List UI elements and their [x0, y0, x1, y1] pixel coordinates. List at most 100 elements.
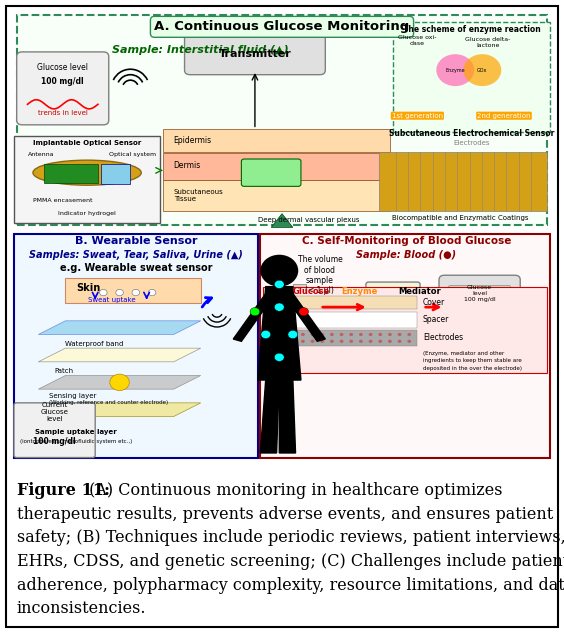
Text: Samples: Sweat, Tear, Saliva, Urine (▲): Samples: Sweat, Tear, Saliva, Urine (▲): [29, 250, 243, 260]
Circle shape: [275, 353, 284, 361]
Text: Implantable Optical Sensor: Implantable Optical Sensor: [33, 140, 141, 146]
FancyBboxPatch shape: [14, 403, 95, 458]
FancyBboxPatch shape: [163, 180, 390, 211]
FancyBboxPatch shape: [241, 159, 301, 186]
Circle shape: [388, 333, 392, 336]
Circle shape: [330, 340, 334, 343]
Text: Epidermis: Epidermis: [174, 136, 212, 146]
FancyBboxPatch shape: [184, 34, 325, 75]
Text: Glucose level: Glucose level: [37, 63, 88, 72]
Circle shape: [407, 340, 411, 343]
Polygon shape: [285, 294, 325, 341]
Text: Spacer: Spacer: [423, 315, 449, 324]
Text: B. Wearable Sensor: B. Wearable Sensor: [74, 236, 197, 246]
Circle shape: [388, 340, 392, 343]
Circle shape: [311, 333, 315, 336]
Text: Indicator hydrogel: Indicator hydrogel: [58, 211, 116, 216]
Text: Cover: Cover: [423, 298, 445, 307]
Circle shape: [340, 340, 343, 343]
Circle shape: [349, 333, 353, 336]
Text: (iontophoresis, microfluidic system etc.,): (iontophoresis, microfluidic system etc.…: [20, 439, 133, 444]
Text: Antenna: Antenna: [28, 152, 54, 157]
Circle shape: [369, 333, 372, 336]
Text: Enzyme: Enzyme: [446, 68, 465, 73]
Circle shape: [275, 280, 284, 289]
Text: PMMA encasement: PMMA encasement: [33, 197, 92, 203]
Polygon shape: [233, 294, 274, 341]
Text: Sample: Interstitial fluid (▲): Sample: Interstitial fluid (▲): [112, 45, 289, 54]
Circle shape: [272, 333, 276, 336]
Text: Mediator: Mediator: [398, 287, 441, 296]
Circle shape: [99, 289, 107, 296]
Circle shape: [116, 289, 124, 296]
FancyBboxPatch shape: [44, 164, 98, 183]
Text: (A) Continuous monitoring in healthcare optimizes: (A) Continuous monitoring in healthcare …: [85, 482, 503, 499]
FancyBboxPatch shape: [293, 284, 306, 334]
Text: 100 mg/dl: 100 mg/dl: [33, 437, 76, 446]
Polygon shape: [38, 403, 201, 417]
Text: e.g. Wearable sweat sensor: e.g. Wearable sweat sensor: [60, 263, 212, 273]
Text: GOx: GOx: [477, 68, 487, 73]
Text: Skin: Skin: [76, 283, 100, 293]
Text: Sweat uptake: Sweat uptake: [87, 298, 135, 303]
FancyBboxPatch shape: [393, 22, 550, 132]
FancyBboxPatch shape: [6, 6, 558, 627]
Circle shape: [275, 303, 284, 311]
Circle shape: [320, 340, 324, 343]
FancyBboxPatch shape: [17, 15, 547, 225]
Circle shape: [132, 289, 140, 296]
Circle shape: [110, 374, 129, 391]
FancyBboxPatch shape: [261, 234, 550, 458]
FancyBboxPatch shape: [14, 136, 160, 223]
Text: deposited in the over the electrode): deposited in the over the electrode): [423, 366, 522, 371]
Polygon shape: [38, 375, 201, 389]
Text: Optical system: Optical system: [109, 152, 156, 157]
Circle shape: [378, 340, 382, 343]
FancyBboxPatch shape: [17, 52, 109, 125]
Text: safety; (B) Techniques include periodic reviews, patient interviews,: safety; (B) Techniques include periodic …: [17, 529, 564, 546]
Circle shape: [311, 340, 315, 343]
FancyBboxPatch shape: [14, 234, 258, 458]
Circle shape: [369, 340, 372, 343]
Polygon shape: [271, 214, 293, 227]
Text: Glucose
level
100 mg/dl: Glucose level 100 mg/dl: [464, 285, 495, 302]
Text: Enzyme: Enzyme: [342, 287, 378, 296]
Text: (Working, reference and counter electrode): (Working, reference and counter electrod…: [49, 400, 168, 405]
Circle shape: [320, 333, 324, 336]
Circle shape: [261, 254, 298, 287]
Circle shape: [407, 333, 411, 336]
Text: Patch: Patch: [55, 368, 74, 374]
Text: Figure 11:: Figure 11:: [17, 482, 109, 499]
Text: Deep dermal vascular plexus: Deep dermal vascular plexus: [258, 216, 360, 223]
Circle shape: [250, 308, 260, 316]
Circle shape: [359, 340, 363, 343]
Circle shape: [301, 333, 305, 336]
Circle shape: [340, 333, 343, 336]
Text: inconsistencies.: inconsistencies.: [17, 600, 146, 617]
Polygon shape: [38, 348, 201, 362]
FancyBboxPatch shape: [263, 287, 547, 373]
Circle shape: [272, 340, 276, 343]
Text: 2nd generation: 2nd generation: [477, 113, 531, 119]
Polygon shape: [258, 287, 301, 380]
FancyBboxPatch shape: [449, 285, 510, 315]
Text: Glucose delta-
lactone: Glucose delta- lactone: [465, 37, 510, 48]
FancyBboxPatch shape: [266, 330, 417, 346]
Circle shape: [464, 54, 501, 86]
Text: The scheme of enzyme reaction: The scheme of enzyme reaction: [403, 25, 540, 34]
FancyBboxPatch shape: [366, 282, 420, 332]
Text: Electrodes: Electrodes: [453, 140, 490, 146]
Circle shape: [349, 340, 353, 343]
Text: A. Continuous Glucose Monitoring: A. Continuous Glucose Monitoring: [155, 20, 409, 34]
Text: Transmitter: Transmitter: [219, 49, 291, 59]
Circle shape: [288, 330, 298, 339]
Polygon shape: [38, 321, 201, 334]
Circle shape: [281, 340, 285, 343]
Text: 1st generation: 1st generation: [392, 113, 443, 119]
Circle shape: [359, 333, 363, 336]
Circle shape: [292, 333, 295, 336]
Circle shape: [378, 333, 382, 336]
Text: Sensing layer: Sensing layer: [49, 393, 96, 399]
Text: Current
Glucose
level: Current Glucose level: [41, 402, 69, 422]
Text: trends in level: trends in level: [38, 110, 87, 116]
